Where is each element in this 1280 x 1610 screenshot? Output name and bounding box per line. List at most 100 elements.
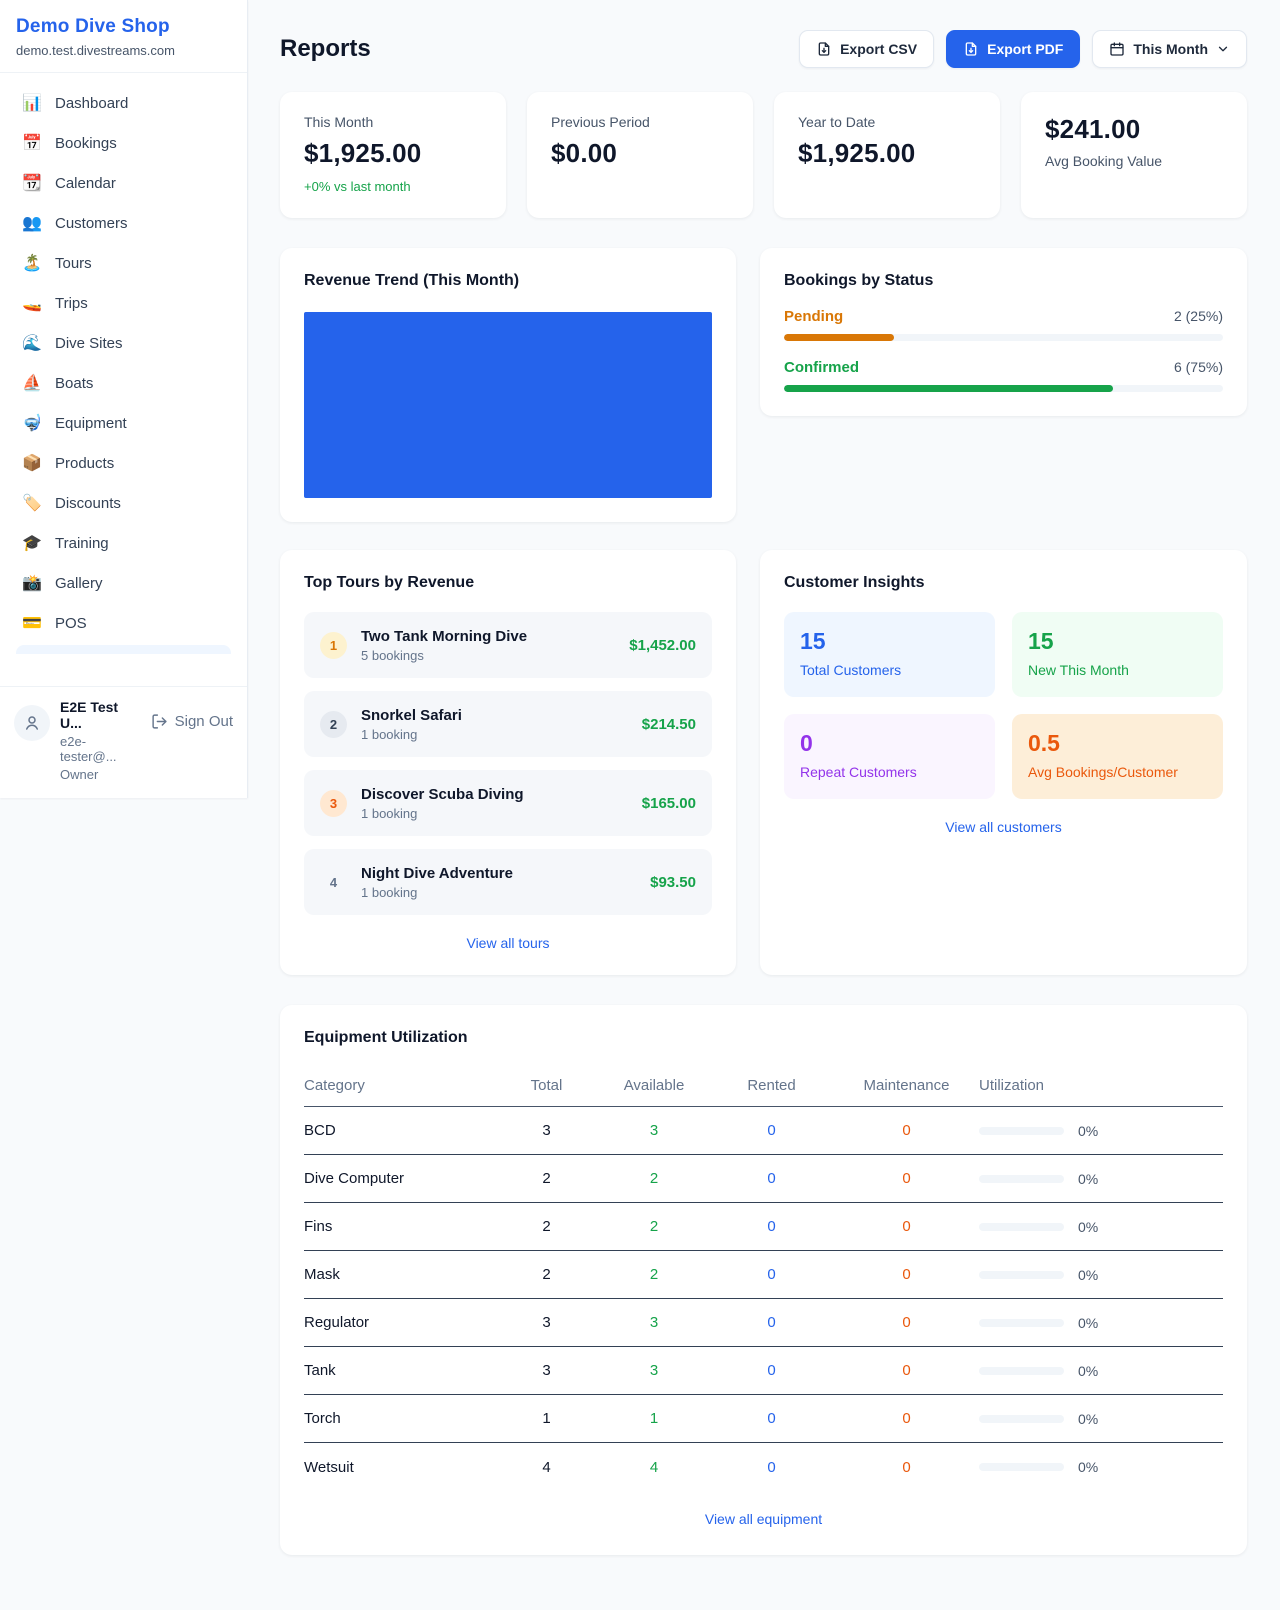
sidebar-item-label: Dive Sites — [55, 334, 123, 352]
status-row-confirmed: Confirmed 6 (75%) — [784, 359, 1223, 392]
column-header: Total — [530, 1077, 563, 1094]
table-row: Wetsuit 4 4 0 0 0% — [304, 1458, 1099, 1476]
sidebar-item-pos[interactable]: 💳 POS — [8, 603, 239, 643]
export-csv-button[interactable]: Export CSV — [799, 30, 935, 68]
rank-badge: 2 — [320, 710, 347, 738]
export-pdf-button[interactable]: Export PDF — [946, 30, 1081, 68]
insight-label: Avg Bookings/Customer — [1028, 764, 1178, 780]
tour-list-item[interactable]: 3 Discover Scuba Diving 1 booking $165.0… — [304, 770, 712, 836]
utilization-bar — [979, 1222, 1064, 1231]
tour-list-item[interactable]: 4 Night Dive Adventure 1 booking $93.50 — [304, 849, 712, 915]
revenue-trend-chart — [304, 312, 712, 498]
sidebar-item-bookings[interactable]: 📅 Bookings — [8, 123, 239, 163]
sidebar-item-discounts[interactable]: 🏷️ Discounts — [8, 483, 239, 523]
user-box: E2E Test U... e2e-tester@... Owner Sign … — [0, 686, 247, 798]
table-row: Tank 3 3 0 0 0% — [304, 1347, 1223, 1395]
utilization-bar — [979, 1414, 1064, 1423]
view-all-customers-link[interactable]: View all customers — [945, 819, 1062, 835]
view-all-equipment-link[interactable]: View all equipment — [704, 1511, 823, 1527]
utilization-bar — [979, 1270, 1064, 1279]
status-label: Pending — [784, 308, 844, 325]
equipment-category: Fins — [304, 1218, 333, 1235]
sidebar-item-products[interactable]: 📦 Products — [8, 443, 239, 483]
graduation-cap-icon: 🎓 — [22, 535, 42, 552]
utilization-bar — [979, 1174, 1064, 1183]
sailboat-icon: ⛵ — [22, 375, 42, 392]
tour-bookings: 5 bookings — [361, 647, 424, 663]
sidebar-item-dashboard[interactable]: 📊 Dashboard — [8, 83, 239, 123]
sidebar-item-gallery[interactable]: 📸 Gallery — [8, 563, 239, 603]
sidebar-item-partial[interactable] — [16, 645, 231, 654]
island-icon: 🏝️ — [22, 255, 42, 272]
customer-insights-title: Customer Insights — [784, 574, 925, 591]
insight-grid: 15 Total Customers 15 New This Month 0 R… — [784, 612, 1223, 799]
sidebar-item-label: Bookings — [55, 134, 117, 152]
equipment-category: BCD — [304, 1122, 336, 1139]
sidebar-nav: 📊 Dashboard 📅 Bookings 📆 Calendar 👥 Cust… — [0, 73, 247, 686]
sidebar-item-label: Gallery — [55, 574, 103, 592]
credit-card-icon: 💳 — [22, 615, 42, 632]
sidebar-item-customers[interactable]: 👥 Customers — [8, 203, 239, 243]
insight-value: 0 — [800, 730, 813, 756]
tag-icon: 🏷️ — [22, 495, 42, 512]
table-row: Torch 1 1 0 0 0% — [304, 1395, 1223, 1443]
table-row: Mask 2 2 0 0 0% — [304, 1251, 1223, 1299]
sidebar-item-tours[interactable]: 🏝️ Tours — [8, 243, 239, 283]
customer-insights-card: Customer Insights 15 Total Customers 15 … — [760, 550, 1247, 975]
equipment-utilization-card: Equipment Utilization Category Total Ava… — [280, 1005, 1247, 1555]
stat-delta: +0% vs last month — [304, 179, 411, 194]
status-value: 2 (25%) — [1173, 308, 1223, 324]
stat-value: $241.00 — [1045, 114, 1141, 144]
sidebar-item-label: Calendar — [55, 174, 116, 192]
sidebar-item-calendar[interactable]: 📆 Calendar — [8, 163, 239, 203]
row-tours-insights: Top Tours by Revenue 1 Two Tank Morning … — [280, 550, 1247, 975]
calendar-icon — [1110, 42, 1125, 56]
sign-out-button[interactable]: Sign Out — [151, 713, 233, 730]
avatar — [14, 705, 50, 741]
tour-list: 1 Two Tank Morning Dive 5 bookings $1,45… — [304, 612, 712, 915]
sidebar-item-label: POS — [55, 614, 87, 632]
equipment-category: Regulator — [304, 1314, 370, 1331]
sidebar: Demo Dive Shop demo.test.divestreams.com… — [0, 0, 248, 798]
sidebar-item-trips[interactable]: 🚤 Trips — [8, 283, 239, 323]
column-header: Rented — [747, 1077, 796, 1094]
tour-list-item[interactable]: 2 Snorkel Safari 1 booking $214.50 — [304, 691, 712, 757]
period-select[interactable]: This Month — [1092, 30, 1247, 68]
table-row: BCD 3 3 0 0 0% — [304, 1107, 1223, 1155]
status-bar-track — [784, 385, 1223, 392]
tour-bookings: 1 booking — [361, 805, 418, 821]
insight-value: 15 — [800, 628, 826, 654]
shop-domain: demo.test.divestreams.com — [16, 43, 175, 58]
sidebar-item-training[interactable]: 🎓 Training — [8, 523, 239, 563]
sidebar-item-dive-sites[interactable]: 🌊 Dive Sites — [8, 323, 239, 363]
tour-name: Snorkel Safari — [361, 706, 462, 724]
sidebar-item-boats[interactable]: ⛵ Boats — [8, 363, 239, 403]
rank-badge: 1 — [320, 631, 347, 659]
stat-card-avg-booking-value: $241.00 Avg Booking Value — [1021, 92, 1247, 218]
status-value: 6 (75%) — [1173, 359, 1223, 375]
main-content: Reports Export CSV Export PDF This Month… — [248, 0, 1280, 1555]
equipment-category: Tank — [304, 1362, 336, 1379]
view-all-tours-link[interactable]: View all tours — [466, 935, 550, 951]
stat-label: Year to Date — [798, 114, 876, 130]
sidebar-item-label: Discounts — [55, 494, 121, 512]
utilization-bar — [979, 1463, 1064, 1471]
sidebar-item-equipment[interactable]: 🤿 Equipment — [8, 403, 239, 443]
equipment-category: Dive Computer — [304, 1170, 405, 1187]
user-role: Owner — [60, 767, 99, 782]
tour-list-item[interactable]: 1 Two Tank Morning Dive 5 bookings $1,45… — [304, 612, 712, 678]
equipment-category: Wetsuit — [304, 1458, 354, 1476]
table-row: Fins 2 2 0 0 0% — [304, 1203, 1223, 1251]
table-row: Dive Computer 2 2 0 0 0% — [304, 1155, 1223, 1203]
stat-value: $1,925.00 — [304, 138, 422, 168]
tour-bookings: 1 booking — [361, 726, 418, 742]
equipment-table: Category Total Available Rented Maintena… — [304, 1065, 1223, 1491]
user-email: e2e-tester@... — [60, 734, 117, 764]
tour-name: Night Dive Adventure — [361, 864, 513, 882]
sign-out-icon — [152, 714, 167, 729]
user-meta: E2E Test U... e2e-tester@... Owner — [60, 699, 141, 782]
utilization-bar — [979, 1318, 1064, 1327]
tour-revenue: $1,452.00 — [629, 636, 696, 654]
shop-name: Demo Dive Shop — [16, 16, 170, 37]
top-tours-title: Top Tours by Revenue — [304, 574, 475, 591]
